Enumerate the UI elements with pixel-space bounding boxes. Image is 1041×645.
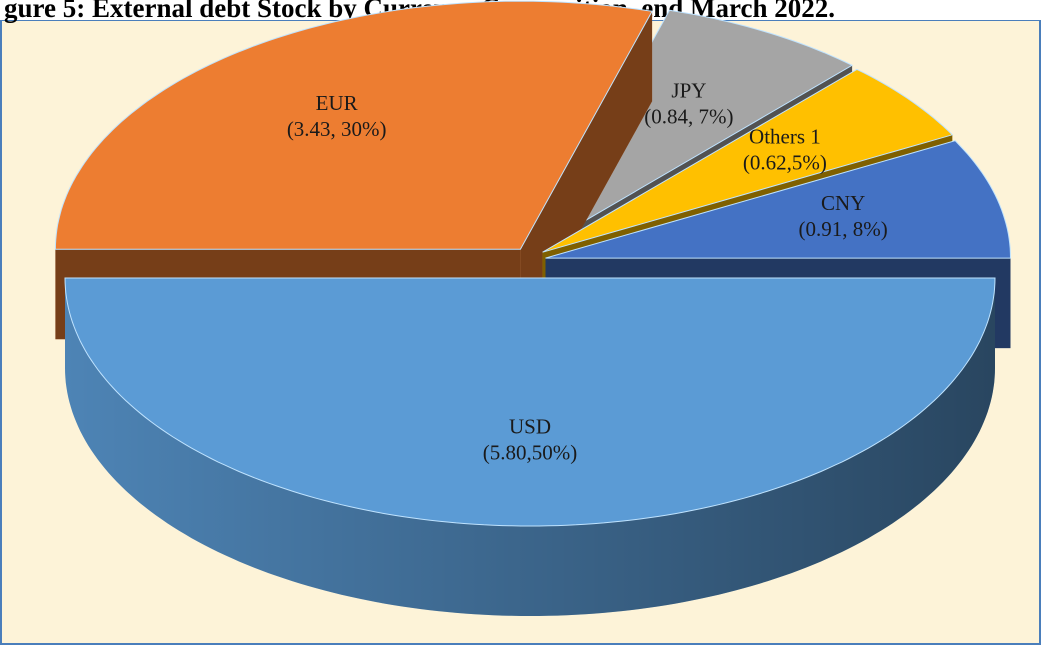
slice-label: Others 1 [749, 125, 821, 149]
labels: USD(5.80,50%) EUR(3.43, 30%) JPY(0.84, 7%)… [287, 79, 888, 465]
value-label: (0.91, 8%) [799, 217, 888, 241]
pie [54, 0, 1012, 616]
value-label: (0.62,5%) [743, 151, 827, 175]
slice [54, 0, 653, 250]
slice-label: USD [509, 415, 551, 439]
value-label: (3.43, 30%) [287, 117, 387, 141]
slice-wall-shade [65, 278, 995, 616]
slice-label: JPY [671, 79, 706, 103]
value-label: (0.84, 7%) [644, 105, 733, 129]
slice [542, 68, 954, 253]
slice [545, 140, 1012, 259]
value-label: (5.80,50%) [483, 441, 577, 465]
slice [536, 9, 854, 250]
slice [64, 277, 996, 527]
slice-label: EUR [316, 91, 358, 115]
slice-label: CNY [821, 191, 865, 215]
